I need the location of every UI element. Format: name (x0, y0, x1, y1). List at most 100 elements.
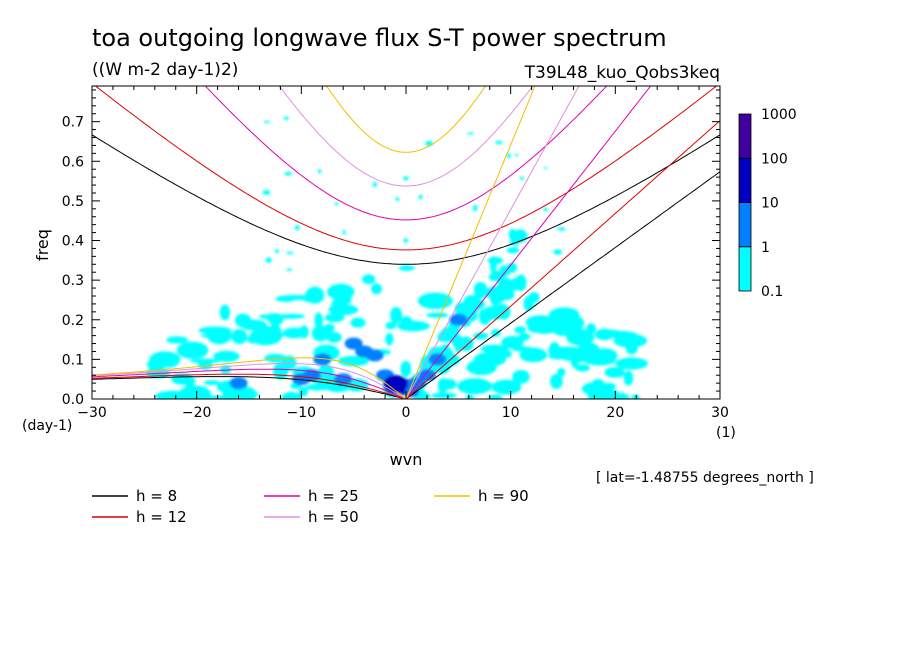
spectrum-patch (451, 334, 464, 349)
spectrum-patch (431, 392, 457, 399)
spectrum-patch (176, 341, 209, 359)
x-tick-label: 0 (402, 405, 411, 421)
spectrum-patch (463, 294, 481, 309)
chart-subtitle: ((W m-2 day-1)2) (92, 60, 238, 80)
spectrum-patch (548, 307, 580, 323)
spectrum-patch (286, 268, 293, 272)
colorbar-label: 0.1 (761, 284, 783, 300)
spectrum-patch (342, 229, 346, 235)
spectrum-patch (489, 285, 498, 304)
spectrum-patch (593, 348, 618, 364)
spectrum-core (344, 337, 363, 350)
spectrum-patch (550, 373, 563, 389)
rossby-curve (92, 357, 407, 399)
x-tick-label: −30 (77, 405, 107, 421)
x-tick-label: 10 (502, 405, 520, 421)
spectrum-patch (515, 274, 527, 292)
spectrum-patch (207, 326, 232, 345)
y-axis-label: freq (33, 229, 52, 261)
x-tick-label: −10 (287, 405, 317, 421)
spectrum-patch (147, 358, 166, 371)
spectrum-patch (497, 349, 513, 359)
spectrum-patch (478, 312, 494, 322)
kelvin-curve (405, 86, 580, 399)
spectrum-patch (189, 358, 220, 364)
spectrum-patch (370, 283, 382, 295)
spectrum-patch (350, 317, 366, 328)
spectrum-patch (231, 328, 248, 345)
chart-title: toa outgoing longwave flux S-T power spe… (92, 24, 667, 52)
y-tick-label: 0.4 (62, 234, 84, 250)
spectrum-patch (615, 357, 648, 370)
spectrum-patch (586, 323, 597, 334)
spectrum-patch (219, 304, 231, 321)
x-tick-label: −20 (182, 405, 212, 421)
spectrum-patch (527, 316, 562, 334)
spectrum-patch (418, 194, 423, 200)
rossby-curve (92, 363, 407, 399)
spectrum-patch (466, 359, 497, 376)
spectrum-patch (506, 247, 520, 254)
spectrum-patch (178, 385, 212, 399)
legend: h = 8 h = 12 h = 25 h = 50 h = 90 (92, 487, 529, 526)
spectrum-core (449, 313, 468, 326)
legend-label: h = 50 (308, 508, 359, 526)
spectrum-patch (533, 317, 543, 331)
dispersion-curves (92, 86, 720, 399)
y-tick-label: 0.1 (62, 352, 84, 368)
spectrum-patch (514, 326, 527, 334)
spectrum-patch (203, 380, 221, 386)
spectrum-patch (437, 378, 448, 394)
experiment-label: T39L48_kuo_Qobs3keq (524, 63, 720, 83)
spectrum-patch (182, 375, 196, 387)
spectrum-patch (566, 328, 595, 346)
spectrum-patch (594, 328, 615, 341)
spectrum-patch (501, 335, 524, 349)
spectrum-patch (631, 394, 640, 399)
spectrum-patch (373, 181, 377, 188)
y-unit-label: (day-1) (22, 418, 72, 434)
gravity-curve (204, 86, 608, 221)
spectrum-patch (548, 342, 561, 359)
spectrum-patch (604, 366, 625, 378)
spectrum-patch (472, 208, 478, 212)
spectrum-patch (426, 312, 449, 318)
rossby-curve (92, 373, 407, 399)
spectrum-patch (273, 362, 289, 380)
gravity-curve (92, 134, 720, 265)
spectrum-patch (166, 336, 189, 344)
kelvin-curve (405, 120, 720, 399)
spectrum-patch (262, 189, 271, 195)
spectrum-core (313, 353, 332, 366)
spectrum-patch (278, 313, 305, 319)
gravity-curve (278, 86, 534, 187)
y-tick-label: 0.6 (62, 154, 84, 170)
spectrum-patch (466, 132, 475, 135)
spectrum-patch (472, 204, 478, 209)
spectrum-field (145, 116, 648, 399)
spectrum-patch (575, 364, 590, 372)
spectrum-patch (385, 321, 397, 330)
y-tick-label: 0.2 (62, 313, 84, 329)
spectrum-patch (324, 313, 345, 323)
y-tick-label: 0.0 (62, 392, 84, 408)
x-unit-label: (1) (716, 425, 736, 441)
rossby-curve (92, 376, 407, 399)
spectrum-patch (390, 306, 403, 324)
spectrum-patch (266, 313, 279, 323)
spectrum-patch (385, 332, 394, 346)
spectrum-patch (425, 140, 434, 147)
spectrum-patch (497, 289, 515, 301)
y-tick-label: 0.5 (62, 194, 84, 210)
spectrum-patch (487, 256, 504, 265)
spectrum-patch (514, 154, 519, 157)
x-axis-label: wvn (390, 450, 423, 469)
kelvin-curve (405, 171, 720, 399)
spectrum-patch (400, 360, 412, 378)
colorbar-segment (738, 113, 752, 159)
spectrum-patch (326, 384, 350, 393)
spectrum-patch (465, 394, 475, 399)
spectrum-core (229, 377, 248, 390)
x-tick-label: 30 (711, 405, 729, 421)
